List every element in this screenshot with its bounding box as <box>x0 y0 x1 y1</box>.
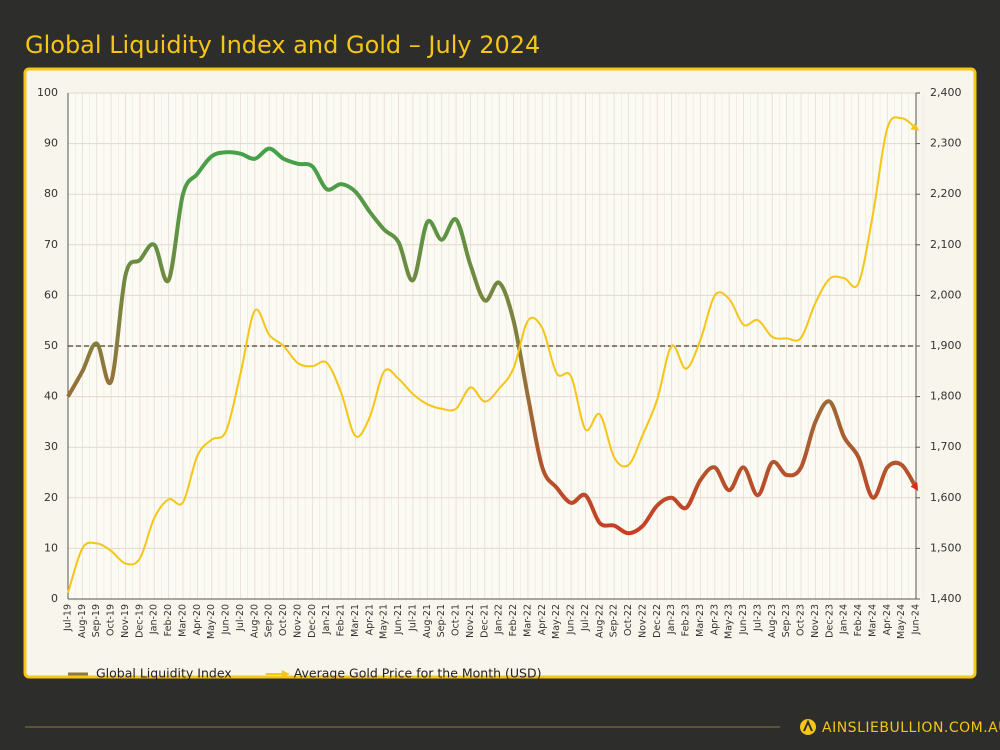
y-tick-label: 0 <box>51 592 58 605</box>
y2-tick-label: 1,400 <box>930 592 962 605</box>
x-tick-label: Oct-23 <box>796 604 807 636</box>
y-tick-label: 20 <box>44 491 58 504</box>
x-tick-label: Apr-22 <box>537 604 548 635</box>
y-tick-label: 60 <box>44 288 58 301</box>
x-tick-label: Nov-21 <box>465 604 476 638</box>
x-tick-label: Aug-23 <box>767 604 778 638</box>
y-tick-label: 90 <box>44 137 58 150</box>
y-tick-label: 100 <box>37 86 58 99</box>
x-tick-label: Feb-22 <box>508 604 519 636</box>
x-tick-label: Dec-20 <box>307 604 318 638</box>
y2-tick-label: 2,100 <box>930 238 962 251</box>
x-tick-label: Sep-20 <box>264 604 275 637</box>
y2-tick-label: 2,000 <box>930 288 962 301</box>
legend-label: Average Gold Price for the Month (USD) <box>294 666 542 681</box>
y2-tick-label: 1,700 <box>930 440 962 453</box>
x-tick-label: Feb-21 <box>336 604 347 636</box>
y-tick-label: 30 <box>44 440 58 453</box>
x-tick-label: Apr-24 <box>882 604 893 635</box>
x-tick-label: Apr-21 <box>364 604 375 635</box>
plot: 0 10 20 30 40 50 60 70 80 90 100 1,400 1,500 1,600 1,7… <box>37 86 962 681</box>
x-tick-label: Jul-22 <box>580 604 591 632</box>
x-tick-label: May-20 <box>206 604 217 639</box>
x-tick-label: Mar-24 <box>867 604 878 637</box>
y2-tick-label: 1,600 <box>930 491 962 504</box>
x-tick-label: Mar-23 <box>695 604 706 637</box>
x-tick-label: Feb-20 <box>163 604 174 636</box>
x-tick-label: Jul-20 <box>235 604 246 632</box>
x-tick-label: Apr-20 <box>192 604 203 635</box>
x-tick-label: Aug-22 <box>594 604 605 638</box>
legend-label: Global Liquidity Index <box>96 666 232 681</box>
x-tick-label: May-24 <box>896 604 907 639</box>
x-tick-label: Sep-21 <box>436 604 447 637</box>
x-tick-label: Nov-19 <box>120 604 131 638</box>
x-tick-label: Jan-23 <box>666 604 677 635</box>
series-line <box>67 116 920 594</box>
x-tick-label: Mar-22 <box>522 604 533 637</box>
x-tick-label: Jul-19 <box>63 604 74 632</box>
x-tick-label: Oct-22 <box>623 604 634 636</box>
y2-tick-label: 1,800 <box>930 390 962 403</box>
x-tick-label: Jun-21 <box>393 604 404 635</box>
x-tick-label: Aug-21 <box>422 604 433 638</box>
x-tick-label: Oct-21 <box>451 604 462 636</box>
x-tick-label: Oct-20 <box>278 604 289 636</box>
x-tick-label: Jan-22 <box>494 604 505 635</box>
x-tick-label: Dec-22 <box>652 604 663 638</box>
y2-tick-label: 1,500 <box>930 541 962 554</box>
x-tick-label: May-21 <box>379 604 390 639</box>
x-tick-label: Aug-19 <box>77 604 88 638</box>
brand: AINSLIEBULLION.COM.AU <box>822 720 1000 736</box>
x-tick-label: Oct-19 <box>106 604 117 636</box>
y2-tick-label: 2,300 <box>930 137 962 150</box>
x-tick-label: Apr-23 <box>709 604 720 635</box>
x-tick-label: May-22 <box>551 604 562 639</box>
x-tick-label: Jun-22 <box>566 604 577 635</box>
x-tick-label: Aug-20 <box>249 604 260 638</box>
y-tick-label: 80 <box>44 187 58 200</box>
chart-title: Global Liquidity Index and Gold – July 2… <box>25 31 540 59</box>
y-tick-label: 40 <box>44 390 58 403</box>
y-tick-label: 10 <box>44 541 58 554</box>
y2-tick-label: 1,900 <box>930 339 962 352</box>
x-tick-label: Jan-24 <box>839 604 850 635</box>
x-tick-label: May-23 <box>724 604 735 639</box>
logo-mark <box>803 719 813 732</box>
x-tick-label: Jun-23 <box>738 604 749 635</box>
y2-tick-label: 2,200 <box>930 187 962 200</box>
x-tick-label: Feb-24 <box>853 604 864 636</box>
x-tick-label: Dec-23 <box>824 604 835 638</box>
x-tick-label: Mar-21 <box>350 604 361 637</box>
x-tick-label: Sep-19 <box>91 604 102 637</box>
x-tick-label: Jan-21 <box>321 604 332 635</box>
x-tick-label: Jun-24 <box>911 604 922 635</box>
x-tick-label: Mar-20 <box>177 604 188 637</box>
x-tick-label: Nov-22 <box>637 604 648 638</box>
x-tick-label: Dec-21 <box>479 604 490 638</box>
x-tick-label: Feb-23 <box>681 604 692 636</box>
x-tick-label: Jan-20 <box>149 604 160 635</box>
x-tick-label: Sep-23 <box>781 604 792 637</box>
x-tick-label: Nov-20 <box>292 604 303 638</box>
x-tick-label: Jun-20 <box>221 604 232 635</box>
series-line <box>66 146 919 536</box>
y-tick-label: 50 <box>44 339 58 352</box>
x-tick-label: Dec-19 <box>134 604 145 638</box>
y-tick-label: 70 <box>44 238 58 251</box>
x-tick-label: Jul-23 <box>752 604 763 632</box>
x-tick-label: Nov-23 <box>810 604 821 638</box>
y2-tick-label: 2,400 <box>930 86 962 99</box>
x-tick-label: Sep-22 <box>609 604 620 637</box>
x-tick-label: Jul-21 <box>407 604 418 632</box>
